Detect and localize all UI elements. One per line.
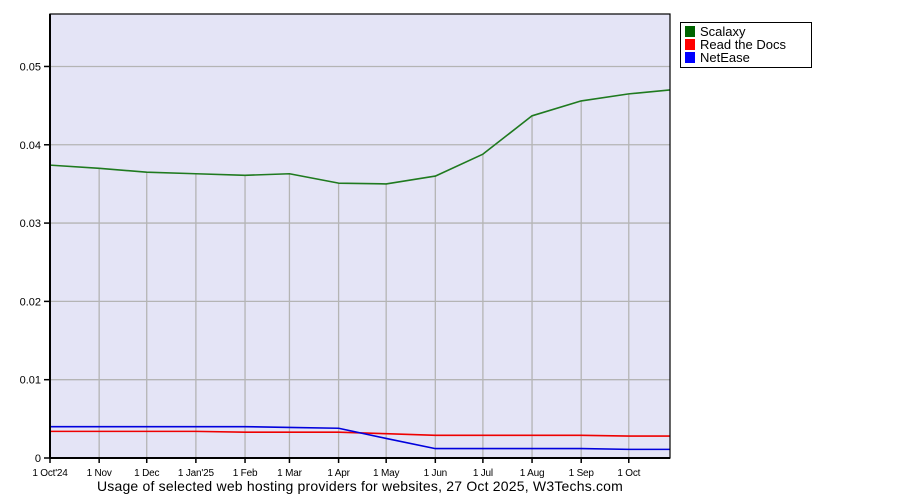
x-tick-label: 1 Sep xyxy=(569,468,595,479)
x-tick-label: 1 Mar xyxy=(277,468,302,479)
legend-label-netease: NetEase xyxy=(700,50,750,65)
chart-caption: Usage of selected web hosting providers … xyxy=(96,478,624,494)
y-tick-label: 0.03 xyxy=(20,218,41,230)
legend-color-swatch-read-the-docs xyxy=(685,39,695,50)
plot-background xyxy=(50,14,670,458)
chart-legend: Scalaxy Read the Docs NetEase xyxy=(680,22,812,68)
legend-item-netease: NetEase xyxy=(685,51,803,64)
series-line-scalaxy xyxy=(49,89,671,185)
y-tick-label: 0.05 xyxy=(20,61,41,73)
y-tick-label: 0.02 xyxy=(20,296,41,308)
x-tick-label: 1 Oct xyxy=(617,468,640,479)
legend-color-swatch-netease xyxy=(685,52,695,63)
x-tick-label: 1 Oct'24 xyxy=(32,468,68,479)
y-tick-label: 0.01 xyxy=(20,375,41,387)
x-tick-label: 1 May xyxy=(373,468,399,479)
legend-label-scalaxy: Scalaxy xyxy=(700,24,746,39)
x-tick-label: 1 Dec xyxy=(134,468,159,479)
x-tick-label: 1 Nov xyxy=(87,468,112,479)
series-line-netease xyxy=(50,425,670,451)
legend-color-swatch-scalaxy xyxy=(685,26,695,37)
x-tick-label: 1 Jun xyxy=(424,468,447,479)
legend-item-read-the-docs: Read the Docs xyxy=(685,38,803,51)
x-tick-label: 1 Apr xyxy=(327,468,350,479)
y-tick-label: 0.04 xyxy=(20,140,41,152)
legend-item-scalaxy: Scalaxy xyxy=(685,25,803,38)
x-tick-label: 1 Feb xyxy=(233,468,258,479)
x-tick-label: 1 Aug xyxy=(520,468,545,479)
legend-label-read-the-docs: Read the Docs xyxy=(700,37,786,52)
x-tick-label: 1 Jan'25 xyxy=(178,468,215,479)
x-tick-label: 1 Jul xyxy=(473,468,493,479)
y-tick-label: 0 xyxy=(35,453,41,465)
